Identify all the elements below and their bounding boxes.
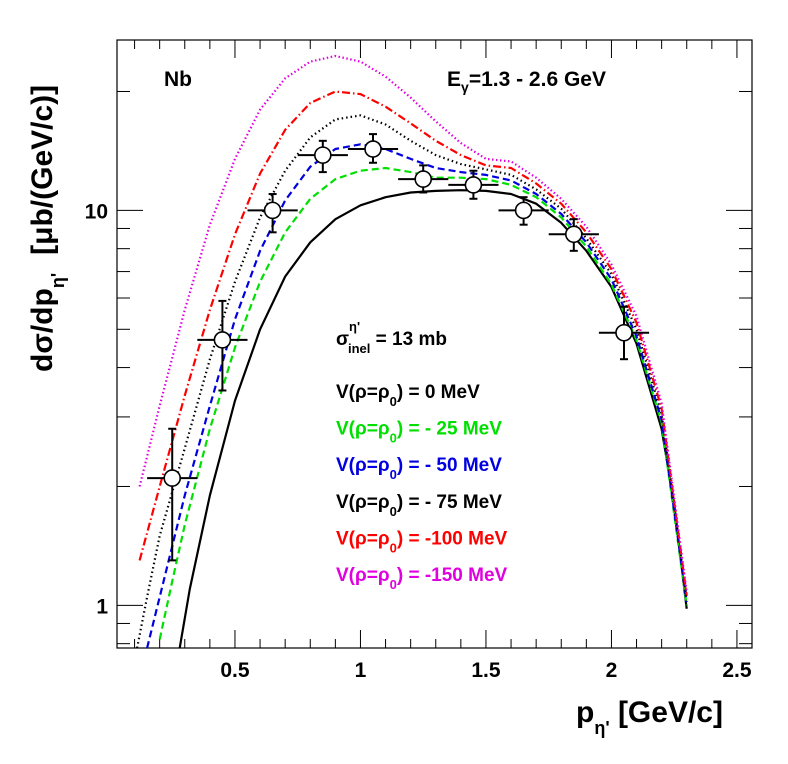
x-axis-unit: [GeV/c] [610,696,723,729]
axis-ticks [117,40,752,648]
x-axis-subscript: η' [594,718,609,738]
energy-subscript: γ [461,79,469,95]
legend-subscript: 0 [390,540,397,555]
legend-prefix: V(ρ=ρ [336,419,390,440]
legend-suffix: ) = -100 MeV [397,528,508,549]
sigma-label: ση' inel = 13 mb [336,319,447,356]
legend-subscript: 0 [390,504,397,519]
x-axis-symbol: p [576,696,594,729]
data-points [147,133,650,562]
legend-prefix: V(ρ=ρ [336,565,390,586]
data-point [213,331,232,349]
legend-entry: V(ρ=ρ0) = - 25 MeV [336,419,502,446]
legend-suffix: ) = - 75 MeV [397,492,502,513]
x-tick-label: 2 [606,659,618,682]
sigma-subscript: inel [348,341,370,356]
energy-label: Eγ=1.3 - 2.6 GeV [447,68,606,95]
data-point [263,201,282,220]
y-axis-subscript: η' [48,273,68,288]
legend-suffix: ) = - 50 MeV [397,455,502,476]
legend-subscript: 0 [390,431,397,446]
legend-prefix: V(ρ=ρ [336,492,390,513]
legend-subscript: 0 [390,467,397,482]
legend-entry: V(ρ=ρ0) = -150 MeV [336,565,508,592]
legend-entry: V(ρ=ρ0) = - 75 MeV [336,492,502,519]
series-line [158,166,688,640]
legend-prefix: V(ρ=ρ [336,528,390,549]
x-tick-label: 2.5 [722,659,752,682]
data-point [314,146,332,164]
plot-frame [116,39,753,649]
legend-prefix: V(ρ=ρ [336,455,390,476]
legend-suffix: ) = -150 MeV [397,565,508,586]
x-tick-label: 0.5 [220,659,250,682]
legend-entry: V(ρ=ρ0) = -100 MeV [336,528,508,555]
series-line [178,189,688,648]
model-curves [136,54,688,648]
data-point [514,201,533,220]
data-point [414,170,433,188]
energy-symbol: E [447,68,461,91]
x-tick-label: 1.5 [471,659,501,682]
sigma-superscript: η' [349,319,360,334]
y-tick-label: 1 [96,595,108,618]
legend-suffix: ) = 0 MeV [397,382,480,403]
x-tick-label: 1 [355,659,367,682]
legend-suffix: ) = - 25 MeV [397,419,502,440]
series-line [138,54,688,593]
data-point [464,176,483,194]
legend-prefix: V(ρ=ρ [336,382,390,403]
legend-subscript: 0 [390,577,397,592]
x-axis-label: pη' [GeV/c] [576,696,723,738]
target-label: Nb [164,68,192,91]
y-axis-symbol: dσ/dp [26,288,59,372]
y-axis-label: dσ/dpη' [μb/(GeV/c)] [26,85,68,372]
data-point [163,469,182,487]
series-line [138,90,688,596]
data-point [564,225,583,244]
sigma-symbol: σ [336,329,349,350]
y-tick-label: 10 [85,200,108,223]
data-point [364,140,382,158]
legend-subscript: 0 [390,394,397,409]
legend-entry: V(ρ=ρ0) = 0 MeV [336,382,480,409]
tick-labels: 0.5 1 1.5 2 2.5 1 10 [85,200,752,682]
sigma-value: = 13 mb [370,329,447,350]
legend-entry: V(ρ=ρ0) = - 50 MeV [336,455,502,482]
energy-range: =1.3 - 2.6 GeV [469,68,606,91]
series-line [136,114,688,648]
data-point [615,323,633,342]
y-axis-unit: [μb/(GeV/c)] [26,85,59,255]
series-line [146,143,688,648]
